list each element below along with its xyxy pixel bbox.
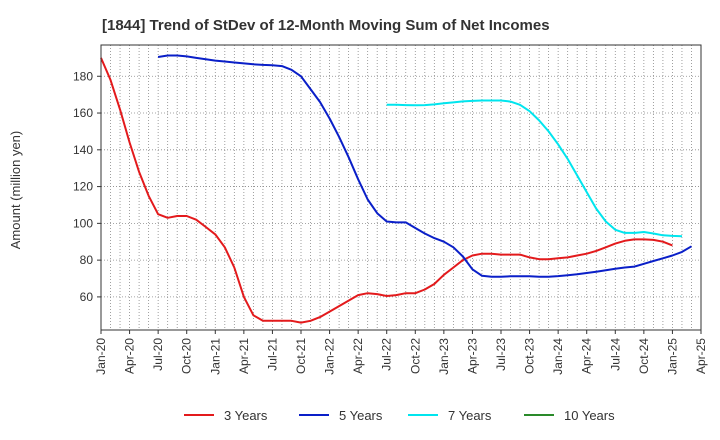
x-tick-label: Jan-20 — [94, 338, 108, 375]
x-tick-label: Oct-20 — [180, 338, 194, 374]
series-line-5-years — [157, 54, 693, 278]
y-tick-label: 180 — [73, 69, 93, 83]
legend-label: 3 Years — [224, 408, 268, 423]
y-tick-label: 160 — [73, 106, 93, 120]
x-tick-label: Apr-23 — [465, 338, 479, 374]
y-axis-label: Amount (million yen) — [8, 131, 23, 250]
series-line-3-years — [100, 57, 673, 324]
y-tick-label: 80 — [80, 253, 94, 267]
y-axis-ticks: 60 80 100 120 140 160 180 — [73, 69, 101, 304]
x-tick-label: Jul-20 — [151, 338, 165, 371]
x-tick-label: Oct-23 — [523, 338, 537, 374]
legend-label: 10 Years — [564, 408, 615, 423]
legend: 3 Years 5 Years 7 Years 10 Years — [184, 408, 615, 423]
grid-lines — [101, 45, 701, 330]
x-tick-label: Jul-24 — [608, 338, 622, 371]
x-axis-ticks: Jan-20 Apr-20 Jul-20 Oct-20 Jan-21 Apr-21 Jul-… — [94, 330, 708, 375]
x-tick-label: Oct-22 — [408, 338, 422, 374]
x-tick-label: Jan-24 — [551, 338, 565, 375]
x-tick-label: Oct-24 — [637, 338, 651, 374]
legend-label: 7 Years — [448, 408, 492, 423]
x-tick-label: Apr-20 — [123, 338, 137, 374]
y-tick-label: 140 — [73, 143, 93, 157]
legend-label: 5 Years — [339, 408, 383, 423]
x-tick-label: Jan-25 — [665, 338, 679, 375]
series-lines — [100, 54, 693, 324]
x-tick-label: Jan-22 — [323, 338, 337, 375]
x-tick-label: Jul-23 — [494, 338, 508, 371]
x-tick-label: Apr-24 — [580, 338, 594, 374]
x-tick-label: Jul-21 — [265, 338, 279, 371]
x-tick-label: Apr-25 — [694, 338, 708, 374]
x-tick-label: Jan-21 — [208, 338, 222, 375]
x-tick-label: Jul-22 — [380, 338, 394, 371]
x-tick-label: Apr-22 — [351, 338, 365, 374]
chart-title: [1844] Trend of StDev of 12-Month Moving… — [102, 17, 550, 34]
series-line-7-years — [386, 99, 683, 238]
x-tick-label: Apr-21 — [237, 338, 251, 374]
y-tick-label: 60 — [80, 290, 94, 304]
plot-area-frame — [100, 44, 702, 331]
y-tick-label: 120 — [73, 180, 93, 194]
x-tick-label: Oct-21 — [294, 338, 308, 374]
y-tick-label: 100 — [73, 216, 93, 230]
x-tick-label: Jan-23 — [437, 338, 451, 375]
